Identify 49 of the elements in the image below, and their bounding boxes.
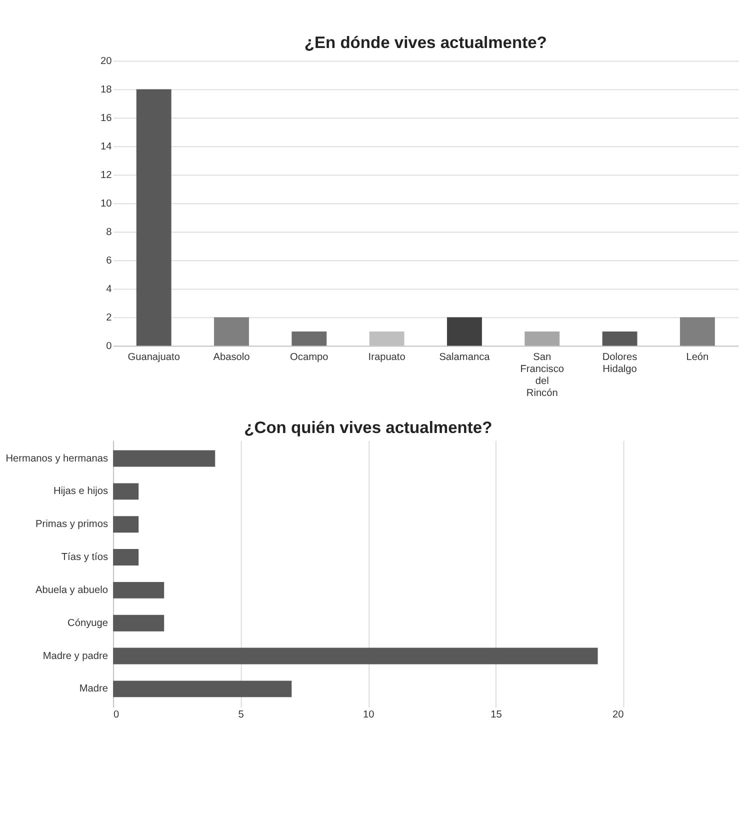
y-tick-label: 0	[106, 340, 112, 352]
bar	[447, 317, 482, 346]
y-tick-label: Madre y padre	[42, 650, 108, 662]
bar	[292, 331, 327, 346]
x-tick-label: 15	[490, 710, 502, 721]
y-tick-label: Primas y primos	[36, 519, 108, 530]
x-tick-label: 5	[238, 710, 244, 721]
x-tick-label: Guanajuato	[128, 352, 180, 363]
x-tick-label: Salamanca	[439, 352, 490, 363]
x-tick-label: Abasolo	[213, 352, 250, 363]
bar	[113, 450, 216, 467]
x-tick-label: 0	[114, 710, 120, 721]
y-tick-label: Hermanos y hermanas	[6, 453, 108, 464]
y-tick-label: 16	[100, 112, 112, 124]
bar	[602, 331, 638, 346]
x-tick-label: 10	[363, 710, 375, 721]
bar	[113, 648, 598, 664]
bar	[113, 549, 139, 566]
y-tick-label: 14	[100, 141, 112, 152]
bar	[136, 89, 172, 346]
x-tick-label: 20	[612, 710, 624, 721]
y-tick-label: Tías y tíos	[61, 552, 108, 564]
bar	[680, 317, 715, 346]
y-tick-label: 20	[100, 56, 112, 67]
chart-title: ¿En dónde vives actualmente?	[304, 32, 547, 52]
bar	[113, 516, 139, 533]
y-tick-label: 18	[100, 84, 112, 96]
y-tick-label: Hijas e hijos	[54, 486, 108, 498]
y-tick-label: 2	[106, 312, 112, 324]
y-tick-label: 10	[100, 198, 112, 210]
bar	[113, 582, 164, 598]
y-tick-label: 8	[106, 226, 112, 238]
bar	[113, 483, 139, 500]
y-tick-label: 12	[100, 170, 112, 181]
bar	[113, 680, 292, 698]
y-tick-label: 6	[106, 255, 112, 266]
bar	[113, 614, 164, 632]
x-tick-label: León	[686, 352, 709, 363]
x-tick-label: Dolores Hidalgo	[602, 352, 638, 375]
chart-title: ¿Con quién vives actualmente?	[244, 418, 492, 438]
bar	[524, 331, 560, 346]
bar	[214, 317, 249, 346]
y-tick-label: 4	[106, 284, 112, 295]
y-tick-label: Abuela y abuelo	[36, 584, 108, 596]
x-tick-label: Irapuato	[368, 352, 406, 363]
y-tick-label: Madre	[79, 684, 108, 695]
x-tick-label: Ocampo	[290, 352, 329, 363]
y-tick-label: Cónyuge	[68, 618, 108, 629]
x-tick-label: San Francisco del Rincón	[520, 352, 564, 399]
